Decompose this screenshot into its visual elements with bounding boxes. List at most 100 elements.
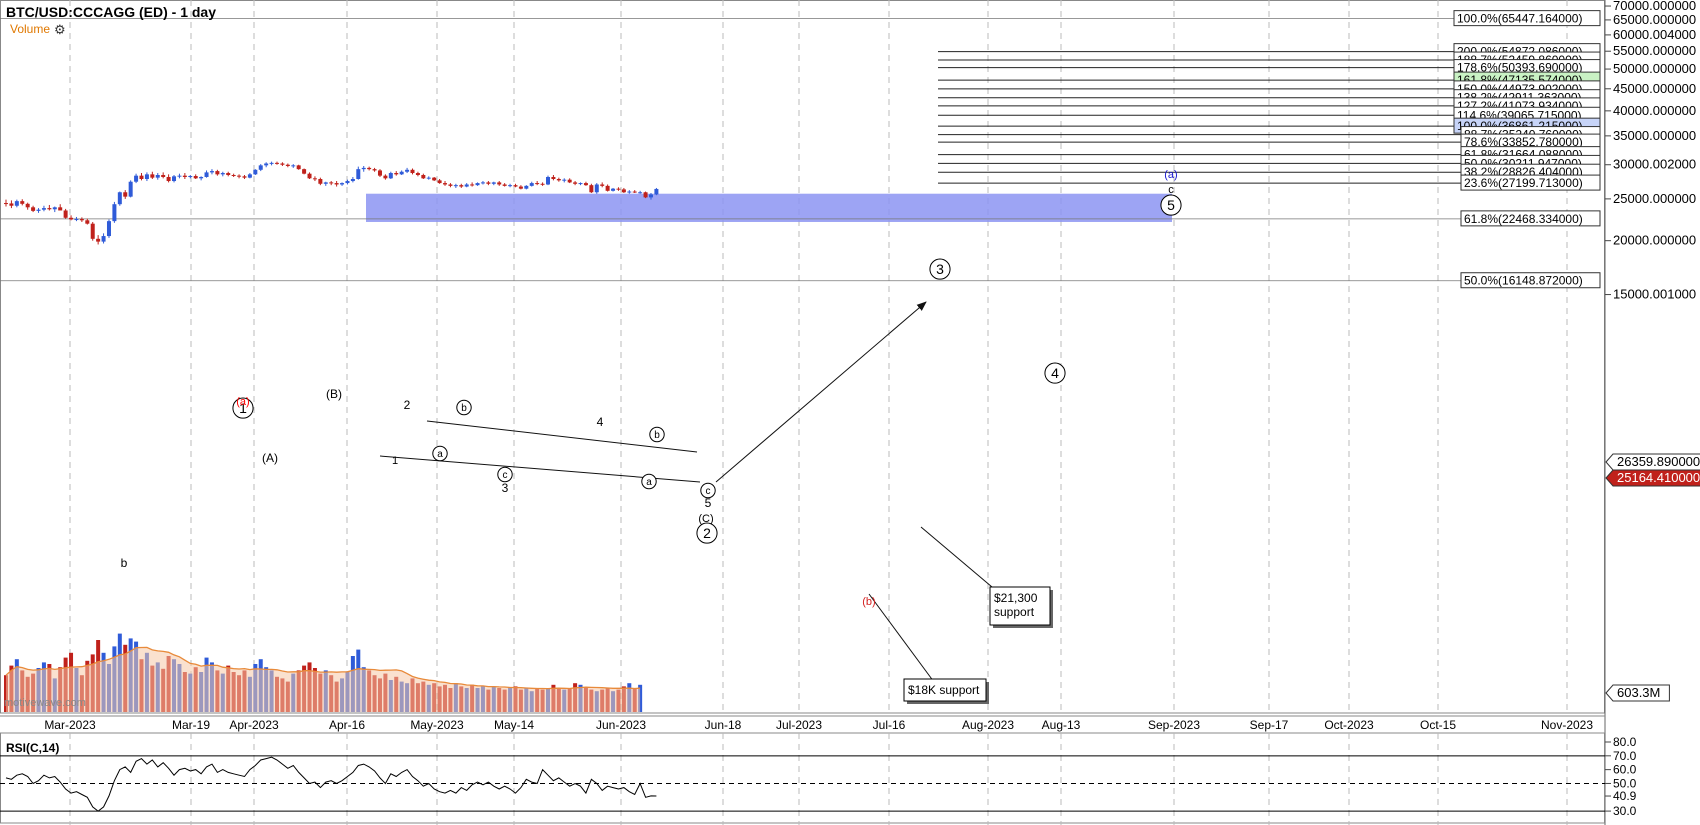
y-tick-label: 55000.000000 [1613, 43, 1696, 58]
candle-body [453, 185, 458, 187]
candle-body [155, 174, 160, 178]
candle-body [388, 173, 393, 179]
candle-body [166, 176, 171, 182]
candle-body [150, 174, 155, 178]
candle-body [69, 217, 74, 220]
wave-label: c [706, 486, 711, 497]
wave-label: 2 [703, 525, 711, 541]
candle-body [20, 201, 25, 204]
wave-label: 3 [936, 261, 944, 277]
candle-body [486, 182, 491, 184]
price-tag-label: 25164.410000 [1617, 470, 1700, 485]
candle-body [307, 173, 312, 179]
candle-body [204, 172, 209, 177]
candle-body [611, 188, 616, 191]
wave-label: 2 [404, 398, 411, 412]
wave-label-circle [456, 399, 472, 416]
callout-text: support [994, 605, 1035, 619]
volume-bar [638, 684, 643, 712]
y-tick-label: 65000.000000 [1613, 12, 1696, 27]
gear-icon[interactable]: ⚙ [54, 22, 66, 37]
candle-body [63, 210, 68, 218]
wave-label: (b) [862, 596, 875, 608]
candle-body [25, 203, 30, 208]
price-panel-frame [0, 0, 1605, 714]
rsi-y-tick-label: 80.0 [1613, 735, 1637, 749]
wave-label: c [503, 470, 508, 481]
wave-label: a [437, 449, 443, 460]
y-tick-label: 60000.004000 [1613, 27, 1696, 42]
candle-body [96, 238, 101, 242]
wave-label: 3 [502, 481, 509, 495]
candle-body [253, 169, 258, 175]
y-tick-label: 70000.000000 [1613, 0, 1696, 13]
candle-body [182, 175, 187, 177]
candle-body [226, 173, 231, 175]
wave-label-circle [649, 426, 665, 443]
candle-body [551, 176, 556, 179]
y-tick-label: 25000.000000 [1613, 191, 1696, 206]
candle-body [648, 194, 653, 198]
watermark: motivewave.com [4, 697, 86, 709]
candle-body [356, 169, 361, 179]
candle-body [562, 179, 567, 181]
candle-body [524, 185, 529, 189]
x-tick-label: Jun-2023 [596, 718, 646, 732]
candle-body [161, 174, 166, 177]
candle-body [247, 174, 252, 178]
candle-body [405, 169, 410, 172]
grid [0, 0, 1606, 825]
candle-body [632, 191, 637, 193]
candle-body [112, 204, 117, 222]
fib-label: 178.6%(50393.690000) [1457, 61, 1582, 75]
wave-label: (B) [326, 387, 342, 401]
candle-body [41, 208, 46, 210]
candle-body [583, 183, 588, 186]
candle-body [52, 207, 57, 210]
candle-body [318, 178, 323, 184]
candle-body [280, 163, 285, 165]
candle-body [58, 207, 63, 211]
wave-label: a [646, 477, 652, 488]
candle-body [188, 175, 193, 177]
rsi-panel: 80.070.060.050.040.930.0 [0, 735, 1637, 818]
candle-body [296, 165, 301, 170]
x-tick-label: Nov-2023 [1541, 718, 1593, 732]
volume-label[interactable]: Volume [10, 22, 51, 36]
candle-body [535, 183, 540, 185]
candle-body [128, 181, 133, 197]
projection-arrow [715, 301, 927, 483]
candle-body [426, 177, 431, 179]
price-tag [1605, 684, 1670, 702]
rsi-label: RSI(C,14) [6, 741, 60, 755]
candle-body [464, 184, 469, 187]
wave-label-circle [1044, 362, 1066, 384]
candle-body [4, 203, 8, 205]
callout-text: $21,300 [994, 591, 1038, 605]
candle-body [74, 219, 79, 221]
candle-body [399, 171, 404, 175]
candle-body [329, 182, 334, 184]
candle-body [627, 191, 632, 193]
y-tick-label: 40000.000000 [1613, 103, 1696, 118]
candle-body [193, 175, 198, 179]
x-tick-label: Mar-2023 [44, 718, 96, 732]
candle-body [508, 185, 513, 187]
candle-body [600, 184, 605, 186]
channel-upper-line [426, 420, 698, 453]
x-tick-label: Apr-2023 [229, 718, 279, 732]
fib-label-box [1460, 174, 1601, 191]
rsi-y-tick-label: 30.0 [1613, 804, 1637, 818]
wave-label: 5 [705, 496, 712, 510]
volume-ma-line [5, 646, 641, 690]
candle-body [345, 181, 350, 184]
y-tick-label: 30000.002000 [1613, 157, 1696, 172]
candle-body [269, 162, 274, 164]
wave-label: 1 [239, 400, 247, 416]
candle-body [101, 236, 106, 242]
callout-text: $18K support [908, 683, 980, 697]
callout-pointer-18k [868, 593, 935, 683]
candle-body [459, 185, 464, 187]
